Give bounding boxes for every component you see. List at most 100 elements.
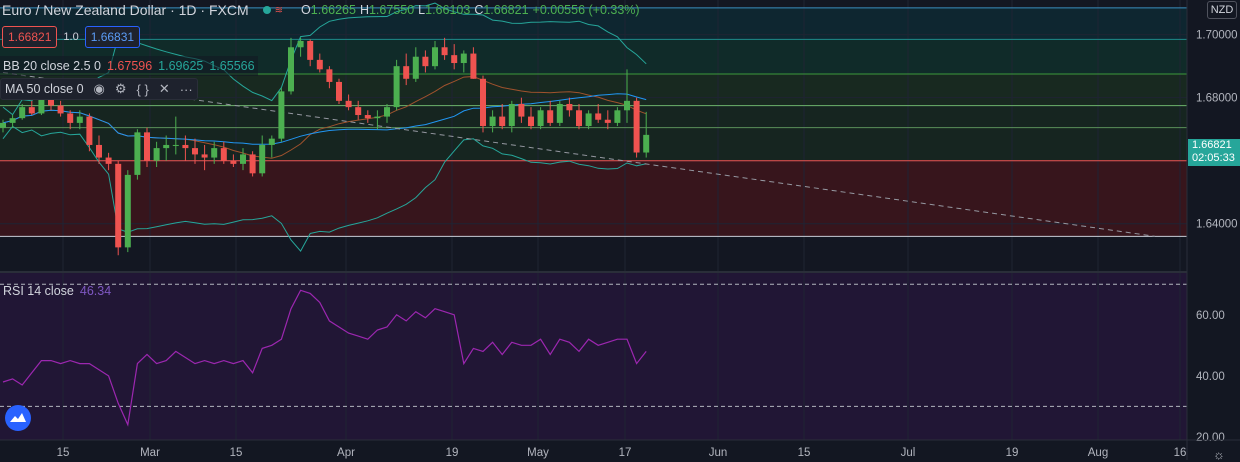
rsi-tick-2: 20.00 (1196, 432, 1225, 444)
candle-body-3 (28, 107, 35, 114)
candle-body-18 (172, 144, 179, 146)
candle-body-53 (508, 103, 515, 127)
trade-buttons: 1.66821 1.0 1.66831 (2, 26, 141, 48)
flag-icon[interactable]: ≋ (274, 4, 284, 16)
currency-button[interactable]: NZD (1207, 1, 1237, 19)
candle-body-40 (384, 107, 390, 117)
time-tick-12: 16 (1174, 447, 1187, 459)
bb-lower-line (2, 125, 647, 252)
candle-body-36 (345, 100, 352, 108)
horizontal-levels[interactable] (0, 7, 1187, 237)
ma-line (2, 93, 647, 145)
bb-upper-value: 1.69625 (158, 59, 204, 73)
candlestick-series (0, 37, 650, 256)
candle-body-7 (67, 113, 74, 123)
braces-icon[interactable]: { } (136, 81, 149, 97)
candle-body-2 (19, 107, 26, 119)
candle-body-9 (86, 116, 93, 145)
candle-body-57 (547, 110, 554, 123)
candle-body-43 (412, 56, 419, 79)
candle-body-1 (9, 118, 16, 123)
last-price: 1.66821 (1192, 139, 1232, 151)
zone-band-3 (0, 105, 1187, 161)
bar-countdown: 02:05:33 (1192, 152, 1235, 164)
candle-body-55 (528, 116, 534, 127)
time-tick-2: 15 (230, 447, 243, 459)
candle-body-35 (336, 81, 342, 101)
candle-body-48 (460, 53, 467, 64)
time-tick-6: 17 (619, 447, 632, 459)
candle-body-12 (115, 163, 122, 248)
ma-label: MA 50 close 0 (5, 82, 84, 96)
rsi-background (0, 272, 1187, 440)
candle-body-6 (57, 105, 64, 114)
candle-body-42 (403, 66, 410, 79)
tradingview-logo[interactable] (5, 405, 31, 431)
rsi-value: 46.34 (79, 284, 112, 298)
candle-body-11 (105, 157, 112, 164)
rsi-pane (0, 283, 1187, 427)
candle-body-31 (297, 40, 304, 48)
candle-body-63 (604, 119, 611, 123)
moving-average-line (2, 93, 647, 145)
time-tick-3: Apr (337, 447, 355, 459)
candle-body-66 (633, 100, 640, 153)
candle-body-59 (566, 103, 573, 111)
close-icon[interactable]: ✕ (158, 81, 170, 96)
gear-icon[interactable]: ⚙ (114, 81, 127, 96)
symbol-title[interactable]: Euro / New Zealand Dollar · 1D · FXCM (2, 2, 249, 18)
rsi-tick-1: 40.00 (1196, 371, 1225, 383)
last-price-label: 1.66821 02:05:33 (1188, 139, 1240, 166)
bb-legend[interactable]: BB 20 close 2.5 0 1.67596 1.69625 1.65566 (0, 56, 258, 76)
sell-button[interactable]: 1.66821 (2, 26, 58, 48)
bb-basis-value: 1.67596 (106, 59, 153, 73)
candle-body-67 (643, 134, 650, 153)
candle-body-19 (182, 144, 189, 149)
candle-body-0 (0, 122, 6, 128)
market-status-icon (262, 6, 271, 14)
rsi-line (2, 289, 647, 427)
candle-body-25 (240, 154, 246, 164)
candle-body-30 (288, 47, 294, 92)
candle-body-16 (153, 148, 160, 161)
candle-body-47 (451, 55, 458, 64)
candle-body-14 (134, 132, 141, 175)
bb-lower-value: 1.65566 (209, 59, 255, 73)
ma-legend[interactable]: MA 50 close 0 ◉ ⚙ { } ✕ ··· (0, 78, 198, 100)
candle-body-8 (76, 116, 83, 123)
candle-body-41 (393, 66, 400, 108)
candle-body-21 (201, 154, 208, 158)
candle-body-20 (192, 148, 198, 155)
candle-body-44 (422, 56, 429, 67)
candle-body-62 (595, 113, 602, 120)
rsi-legend[interactable]: RSI 14 close 46.34 (0, 281, 114, 301)
time-tick-5: May (527, 447, 549, 459)
candle-body-13 (124, 174, 131, 248)
theme-toggle-icon[interactable]: ☼ (1213, 447, 1225, 462)
candle-body-27 (259, 144, 266, 174)
candle-body-39 (374, 116, 381, 119)
eye-icon[interactable]: ◉ (93, 81, 105, 96)
buy-button[interactable]: 1.66831 (84, 26, 141, 48)
more-icon[interactable]: ··· (179, 81, 193, 97)
candle-body-56 (537, 110, 544, 127)
zone-band-2 (0, 74, 1187, 106)
candle-body-52 (499, 116, 506, 127)
candle-body-5 (48, 94, 54, 106)
candle-body-28 (268, 138, 275, 145)
candle-body-24 (230, 160, 237, 164)
candle-body-4 (38, 94, 45, 114)
zone-band-0 (0, 7, 1187, 40)
spread-value: 1.0 (63, 31, 79, 43)
candle-body-64 (614, 110, 621, 123)
candle-body-17 (163, 144, 170, 149)
price-tick-1: 1.68000 (1196, 93, 1238, 105)
candle-body-26 (249, 154, 256, 174)
candle-body-49 (470, 53, 477, 79)
candle-body-37 (355, 107, 362, 116)
price-axis-bg (1187, 0, 1240, 460)
candle-body-29 (278, 91, 285, 139)
candle-body-10 (96, 144, 102, 158)
bb-label: BB 20 close 2.5 0 (3, 59, 101, 73)
